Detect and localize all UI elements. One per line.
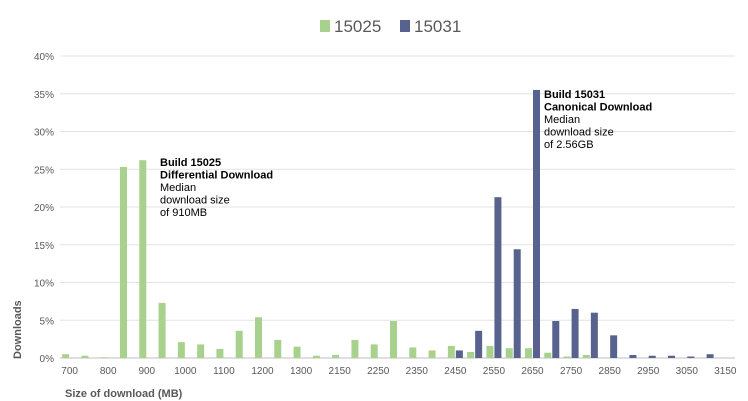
annotation-line: Differential Download: [160, 170, 273, 182]
bar-15025-1150: [235, 330, 243, 358]
x-tick-label: 2150: [329, 366, 352, 377]
annotation-line: download size: [160, 195, 230, 207]
bar-15031-2450: [455, 350, 463, 358]
x-tick-label: 1000: [174, 366, 197, 377]
x-tick-label: 2650: [521, 366, 544, 377]
bar-15025-2800: [582, 354, 590, 358]
x-tick-label: 900: [138, 366, 155, 377]
bar-15025-2500: [467, 351, 475, 358]
bars: [62, 89, 714, 358]
annotation-line: Median: [544, 114, 580, 126]
bar-15031-2750: [571, 308, 579, 358]
bar-15025-1200: [255, 317, 262, 358]
bar-15031-2500: [475, 330, 483, 358]
y-axis-ticks: 0% 5% 10% 15% 20% 25% 30% 35% 40%: [34, 52, 54, 365]
y-tick-label: 15%: [34, 241, 54, 252]
annotation-line: Build 15025: [160, 157, 221, 169]
x-tick-label: 1100: [213, 366, 235, 377]
bar-15031-2600: [513, 249, 521, 358]
x-tick-label: 1200: [251, 366, 274, 377]
annotation-line: of 910MB: [160, 207, 207, 219]
bar-15025-2600: [505, 348, 513, 358]
bar-15025-1300: [293, 346, 301, 358]
bar-15031-2650: [533, 89, 540, 358]
y-tick-label: 0%: [40, 354, 55, 365]
y-tick-label: 40%: [34, 52, 54, 63]
x-tick-label: 800: [100, 366, 117, 377]
bar-15031-2900: [629, 354, 637, 358]
bar-15025-1250: [274, 339, 282, 358]
bar-15025-2250: [370, 344, 378, 358]
y-tick-label: 10%: [34, 279, 54, 290]
x-tick-label: 2250: [367, 366, 390, 377]
annotation-line: Canonical Download: [544, 102, 652, 114]
bar-15025-2150: [332, 354, 340, 358]
legend-swatch-15025: [320, 20, 330, 32]
legend: 15025 15031: [320, 17, 461, 36]
y-tick-label: 30%: [34, 128, 54, 139]
bar-15031-3100: [706, 354, 714, 358]
x-tick-label: 2750: [560, 366, 583, 377]
annotation-900: Build 15025 Differential Download Median do…: [160, 157, 273, 219]
annotations: Build 15025 Differential Download Median do…: [160, 89, 652, 219]
annotation-line: download size: [544, 127, 614, 139]
legend-label-15031: 15031: [414, 17, 461, 36]
x-tick-label: 2950: [637, 366, 660, 377]
x-axis-ticks: 700 800 900 1000 1100 1200 1300 2150 2250 2350 245…: [61, 366, 737, 377]
legend-swatch-15031: [400, 20, 410, 32]
x-tick-label: 3050: [676, 366, 699, 377]
bar-15025-2550: [486, 345, 494, 358]
bar-15031-2850: [610, 335, 618, 358]
x-tick-label: 2450: [444, 366, 467, 377]
bar-15025-850: [120, 166, 127, 358]
bar-15025-2300: [390, 321, 397, 358]
annotation-line: of 2.56GB: [544, 139, 594, 151]
bar-15025-1350: [312, 355, 320, 358]
bar-15025-2650: [525, 348, 532, 358]
y-tick-label: 35%: [34, 90, 54, 101]
annotation-line: Median: [160, 182, 196, 194]
gridlines: [60, 55, 735, 359]
bar-15025-950: [158, 302, 166, 358]
bar-15031-2550: [494, 197, 502, 358]
x-axis-title: Size of download (MB): [65, 388, 183, 400]
annotation-line: Build 15031: [544, 89, 605, 101]
bar-15031-2800: [590, 312, 598, 358]
bar-15031-2700: [552, 321, 560, 358]
bar-15025-1100: [216, 348, 224, 358]
bar-15025-2700: [544, 352, 552, 358]
bar-15025-2350: [409, 347, 417, 358]
bar-15025-1000: [177, 342, 185, 358]
bar-15031-3000: [668, 355, 675, 358]
bar-15025-2200: [351, 339, 359, 358]
bar-15031-3050: [687, 356, 695, 358]
bar-15025-750: [81, 355, 89, 358]
x-tick-label: 700: [61, 366, 78, 377]
bar-15025-2450: [447, 345, 455, 358]
y-axis-title: Downloads: [12, 300, 24, 359]
y-tick-label: 25%: [34, 165, 54, 176]
bar-15031-2950: [648, 355, 656, 358]
bar-15025-900: [139, 160, 147, 358]
bar-15025-2400: [428, 350, 436, 358]
bar-15025-2750: [563, 356, 571, 358]
bar-15025-800: [100, 357, 108, 358]
x-tick-label: 2550: [483, 366, 506, 377]
x-tick-label: 1300: [290, 366, 313, 377]
bar-15025-700: [62, 354, 70, 358]
y-tick-label: 5%: [40, 316, 55, 327]
x-tick-label: 2850: [599, 366, 622, 377]
annotation-2650: Build 15031 Canonical Download Median downl…: [544, 89, 652, 151]
x-tick-label: 2350: [406, 366, 429, 377]
legend-label-15025: 15025: [334, 17, 381, 36]
bar-15025-1050: [197, 344, 205, 358]
x-tick-label: 3150: [714, 366, 737, 377]
y-tick-label: 20%: [34, 203, 54, 214]
